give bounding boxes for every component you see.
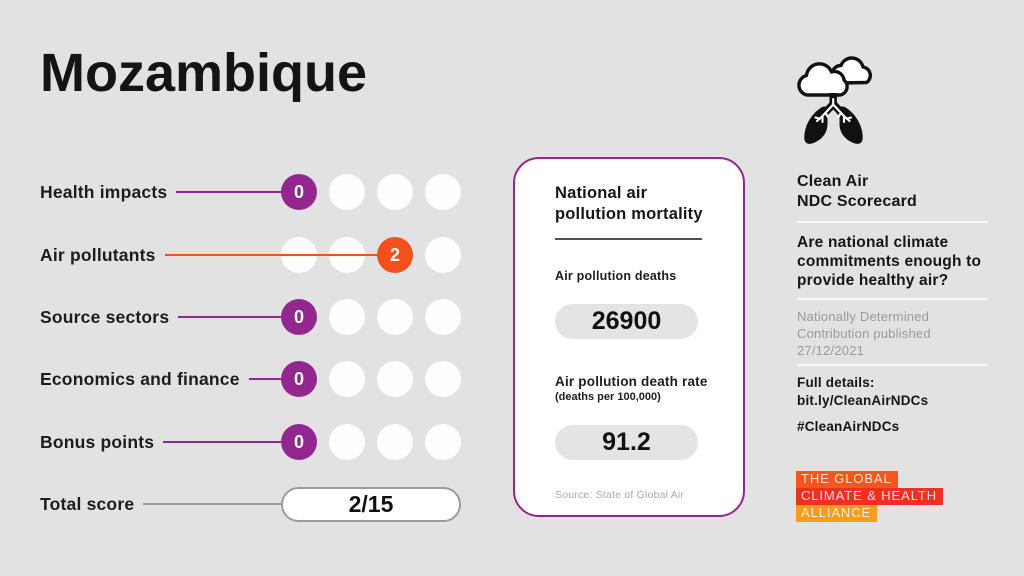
score-row: Bonus points 0 <box>40 424 461 460</box>
score-dot-empty <box>377 174 413 210</box>
score-row: Air pollutants 2 <box>40 237 461 273</box>
score-dot-filled: 0 <box>281 174 317 210</box>
score-dot-filled: 2 <box>377 237 413 273</box>
score-dots: 0 <box>281 424 461 460</box>
logo-line: CLIMATE & HEALTH <box>796 488 943 505</box>
score-dot-empty <box>425 361 461 397</box>
score-row: Economics and finance 0 <box>40 361 461 397</box>
connector-line <box>248 378 281 380</box>
gcha-logo: THE GLOBAL CLIMATE & HEALTH ALLIANCE <box>796 471 943 522</box>
hashtag: #CleanAirNDCs <box>797 419 900 434</box>
score-dot-empty <box>425 237 461 273</box>
score-dot-empty <box>425 174 461 210</box>
score-dot-filled: 0 <box>281 299 317 335</box>
ndc-published-note: Nationally Determined Contribution publi… <box>797 309 931 359</box>
divider <box>797 221 988 223</box>
score-row-label: Health impacts <box>40 181 168 202</box>
score-dot-empty <box>377 299 413 335</box>
connector-line <box>164 254 281 256</box>
full-details-label: Full details: <box>797 375 875 390</box>
score-dot-empty <box>329 361 365 397</box>
connector-line-extension <box>279 254 395 256</box>
divider <box>797 364 988 366</box>
deaths-value-pill: 26900 <box>555 303 698 339</box>
rate-label: Air pollution death rate <box>555 373 708 389</box>
total-score-row: Total score 2/15 <box>40 486 461 522</box>
details-link[interactable]: bit.ly/CleanAirNDCs <box>797 392 929 408</box>
score-dot-empty <box>425 299 461 335</box>
score-dot-empty <box>329 174 365 210</box>
score-dot-empty <box>377 424 413 460</box>
logo-line: ALLIANCE <box>796 505 878 522</box>
source-note: Source: State of Global Air <box>555 488 685 501</box>
score-row-label: Economics and finance <box>40 368 240 389</box>
card-divider <box>555 237 702 240</box>
score-dot-empty <box>425 424 461 460</box>
total-score-label: Total score <box>40 493 135 514</box>
score-dots: 2 <box>279 237 461 273</box>
score-dot-empty <box>377 361 413 397</box>
deaths-label: Air pollution deaths <box>555 268 677 283</box>
score-dots: 0 <box>281 299 461 335</box>
connector-line <box>178 316 281 318</box>
brand-title: Clean Air NDC Scorecard <box>797 172 988 212</box>
page-title: Mozambique <box>40 43 368 103</box>
lungs-cloud-icon <box>792 50 876 153</box>
score-row-label: Source sectors <box>40 306 170 327</box>
logo-line: THE GLOBAL <box>796 471 898 488</box>
score-dot-filled: 0 <box>281 361 317 397</box>
brand-line1: Clean Air <box>797 173 869 190</box>
rate-sublabel: (deaths per 100,000) <box>555 390 661 403</box>
rate-value-pill: 91.2 <box>555 424 698 460</box>
brand-line2: NDC Scorecard <box>797 193 917 210</box>
total-connector-line <box>143 503 281 505</box>
score-dots: 0 <box>281 361 461 397</box>
score-row: Source sectors 0 <box>40 299 461 335</box>
score-row-label: Air pollutants <box>40 244 156 265</box>
connector-line <box>163 441 281 443</box>
score-dot-filled: 0 <box>281 424 317 460</box>
divider <box>797 298 988 300</box>
connector-line <box>176 191 281 193</box>
score-dot-empty <box>329 424 365 460</box>
tagline-question: Are national climate commitments enough … <box>797 234 982 290</box>
mortality-card-title: National air pollution mortality <box>555 184 703 223</box>
score-dot-empty <box>329 299 365 335</box>
mortality-card: National air pollution mortality Air pol… <box>513 157 745 517</box>
full-details: Full details: bit.ly/CleanAirNDCs <box>797 374 988 410</box>
total-score-pill: 2/15 <box>281 486 461 522</box>
score-row: Health impacts 0 <box>40 174 461 210</box>
score-row-label: Bonus points <box>40 431 155 452</box>
score-dots: 0 <box>281 174 461 210</box>
